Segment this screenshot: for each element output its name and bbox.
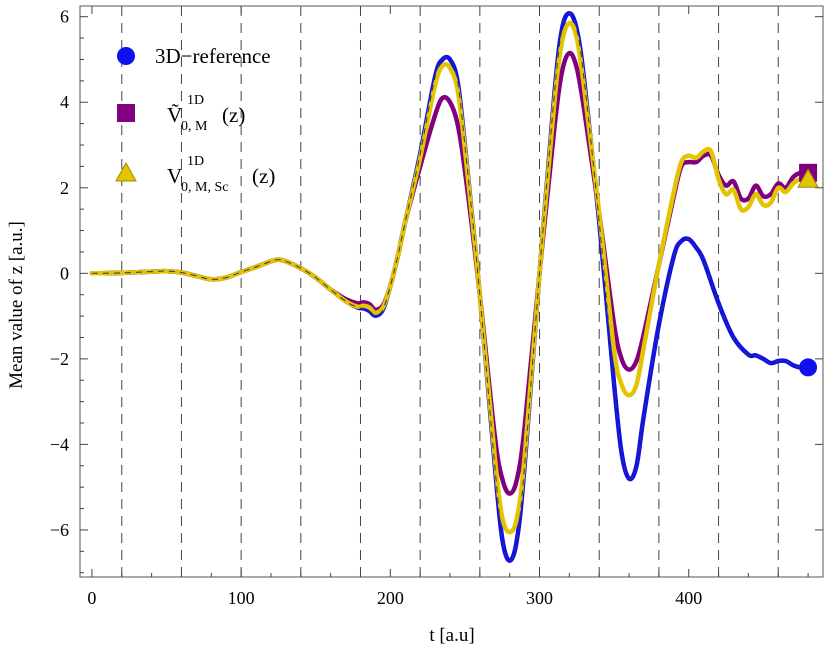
legend-v-sc-sub: 0, M, Sc [181, 180, 228, 195]
x-tick-label: 300 [526, 588, 553, 608]
series-lines [89, 11, 811, 563]
end-marker-circle [799, 358, 818, 377]
legend-entry-v-sc: V 1D 0, M, Sc (z) [115, 154, 275, 195]
legend-square-marker [117, 104, 135, 122]
y-axis-title: Mean value of z [a.u.] [6, 221, 27, 389]
legend-v-sc-sup: 1D [187, 154, 204, 169]
x-tick-label: 400 [675, 588, 702, 608]
y-tick-label: 6 [60, 7, 69, 27]
y-axis: −6 −4 −2 0 2 4 6 [50, 7, 823, 574]
legend: 3D−reference Ṽ 1D 0, M (z) V 1D 0, M, Sc… [115, 44, 275, 195]
plot-border [79, 5, 824, 578]
legend-v-tilde-suffix: (z) [222, 103, 245, 127]
legend-v-tilde-sub: 0, M [181, 119, 208, 134]
y-tick-label: −4 [50, 434, 69, 454]
legend-entry-v-tilde: Ṽ 1D 0, M (z) [117, 93, 245, 134]
y-tick-label: 4 [60, 92, 69, 112]
y-tick-label: 2 [60, 178, 69, 198]
x-tick-label: 100 [228, 588, 255, 608]
legend-label-3d-reference: 3D−reference [155, 44, 271, 68]
legend-v-tilde-sup: 1D [187, 93, 204, 108]
y-tick-label: −2 [50, 349, 69, 369]
y-tick-label: −6 [50, 520, 69, 540]
legend-entry-3d-reference: 3D−reference [117, 44, 271, 68]
x-tick-label: 200 [377, 588, 404, 608]
legend-v-tilde-base: Ṽ [167, 103, 182, 127]
legend-circle-marker [117, 47, 135, 65]
legend-label-v-tilde: Ṽ [167, 103, 182, 127]
x-axis-title: t [a.u] [429, 625, 474, 646]
plot-frame [79, 5, 824, 578]
y-tick-label: 0 [60, 263, 69, 283]
legend-label-v-sc: V [167, 164, 182, 188]
vertical-dashed-lines [121, 6, 779, 577]
end-markers [797, 163, 819, 377]
legend-v-sc-base: V [167, 164, 182, 188]
x-tick-label: 0 [87, 588, 96, 608]
legend-v-sc-suffix: (z) [252, 164, 275, 188]
end-marker-triangle [797, 168, 819, 188]
legend-triangle-marker [115, 161, 137, 182]
x-axis: 0 100 200 300 400 [87, 6, 809, 608]
